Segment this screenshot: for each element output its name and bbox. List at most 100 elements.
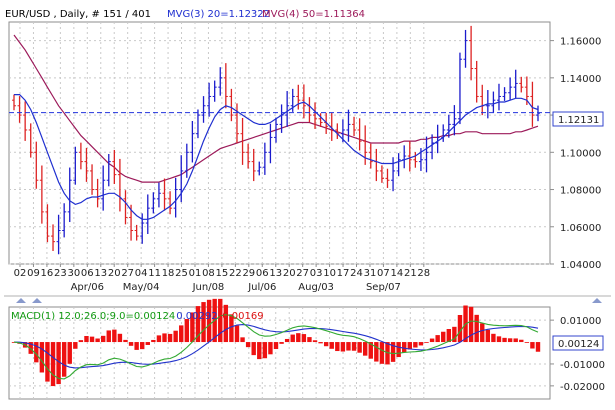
macd-hist-bar [67, 342, 72, 364]
x-day-label: 06 [81, 268, 94, 279]
macd-hist-bar [457, 314, 463, 343]
ohlc-bar [201, 96, 206, 123]
ohlc-bar [73, 146, 78, 185]
macd-hist-bar [117, 333, 123, 343]
current-price-label: 1.12131 [558, 115, 599, 126]
macd-signal-value: 0.00292 [176, 311, 217, 322]
x-day-label: 15 [216, 268, 229, 279]
macd-hist-bar [340, 342, 346, 352]
ohlc-bar [190, 121, 195, 163]
macd-hist-bar [218, 298, 223, 343]
ohlc-bar [240, 117, 245, 165]
macd-hist-bar [151, 339, 156, 343]
macd-hist-bar [140, 342, 145, 350]
macd-hist-bar [429, 338, 435, 343]
macd-hist-bar [89, 336, 95, 343]
x-day-label: 10 [323, 268, 336, 279]
ohlc-bar [318, 113, 323, 127]
x-day-label: 13 [94, 268, 107, 279]
ohlc-bar [513, 69, 518, 99]
ohlc-bar [140, 213, 145, 244]
ohlc-bar [379, 165, 384, 183]
ohlc-bar [101, 165, 106, 211]
macd-line [13, 314, 539, 380]
macd-hist-bar [491, 333, 496, 343]
ohlc-bar [474, 60, 479, 103]
main-y-tick-label: 1.04000 [560, 260, 601, 271]
ohlc-bar [145, 194, 150, 235]
macd-hist-bar [368, 342, 373, 359]
x-day-label: 14 [391, 268, 404, 279]
x-day-label: 01 [189, 268, 202, 279]
ohlc-bar [352, 116, 357, 137]
scroll-left-icon[interactable] [16, 298, 26, 303]
macd-hist-bar [502, 337, 507, 343]
x-day-label: 22 [229, 268, 242, 279]
macd-y-tick-label: -0.02000 [560, 382, 605, 393]
ohlc-bar [357, 118, 362, 151]
macd-hist-bar [240, 337, 245, 343]
macd-hist-bar [184, 319, 190, 343]
chart-title-mvg3: MVG(3) 20=1.12322 [167, 9, 270, 20]
ohlc-bar [173, 177, 178, 218]
ohlc-bar [251, 148, 256, 182]
x-day-label: 27 [121, 268, 134, 279]
macd-hist-bar [296, 333, 301, 343]
ohlc-bar [452, 105, 457, 136]
macd-hist-bar [524, 342, 530, 343]
macd-hist-bar [468, 306, 474, 343]
ohlc-bar [151, 192, 156, 214]
x-day-label: 20 [283, 268, 296, 279]
chart-title-symbol: EUR/USD , Daily, # 151 / 401 [5, 9, 151, 20]
ohlc-bar [262, 142, 267, 175]
mvg3-20-path [14, 93, 539, 220]
ohlc-bar [496, 83, 501, 111]
ohlc-bar [340, 119, 345, 143]
macd-hist-bar [78, 340, 84, 343]
ohlc-bar [502, 87, 507, 101]
main-y-tick-label: 1.06000 [560, 223, 601, 234]
macd-hist-bar [206, 299, 212, 343]
scroll-right-icon[interactable] [32, 298, 42, 303]
ohlc-bar [184, 143, 189, 178]
macd-hist-bar [123, 339, 128, 343]
x-day-label: 09 [27, 268, 40, 279]
main-gridlines [9, 22, 550, 265]
x-day-label: 27 [296, 268, 309, 279]
ohlc-bar [195, 109, 200, 139]
x-day-label: 04 [135, 268, 148, 279]
macd-hist-bar [50, 342, 56, 387]
x-day-label: 02 [14, 268, 27, 279]
ohlc-bar [229, 88, 234, 122]
macd-hist-bar [396, 342, 401, 358]
x-axis-months: Apr/06 May/04 Jun/08 Jul/06 Aug/03 Sep/07 [71, 282, 401, 293]
main-plot-area [8, 21, 551, 265]
macd-hist-bar [374, 342, 379, 362]
macd-hist-bar [39, 342, 45, 373]
ohlc-bar [246, 143, 251, 169]
macd-hist-bar [34, 342, 39, 363]
macd-hist-bar [245, 342, 251, 348]
macd-hist-bar [441, 331, 446, 343]
macd-title: MACD(1) 12.0;26.0;9.0=0.00124 [11, 311, 175, 322]
macd-hist-bar [73, 342, 78, 349]
macd-hist-bar [312, 340, 318, 343]
main-y-tick-label: 1.10000 [560, 148, 601, 159]
macd-hist-bar [346, 342, 351, 351]
macd-hist-bar [507, 338, 513, 343]
ohlc-bar [106, 154, 111, 187]
ohlc-bar [168, 191, 173, 215]
panel-resize-icon[interactable] [592, 298, 602, 303]
ohlc-bar [134, 224, 139, 241]
macd-hist-bar [223, 304, 229, 343]
macd-hist-bar [28, 342, 33, 354]
macd-hist-bar [335, 342, 340, 352]
ohlc-bar [112, 149, 117, 184]
macd-hist-bar [390, 342, 396, 362]
x-month-label: Apr/06 [71, 282, 104, 293]
ohlc-bar [313, 102, 318, 129]
macd-signal-line [13, 324, 539, 369]
current-price-box [552, 111, 604, 127]
macd-hist-bar [234, 325, 240, 343]
macd-hist-bar [251, 342, 256, 356]
